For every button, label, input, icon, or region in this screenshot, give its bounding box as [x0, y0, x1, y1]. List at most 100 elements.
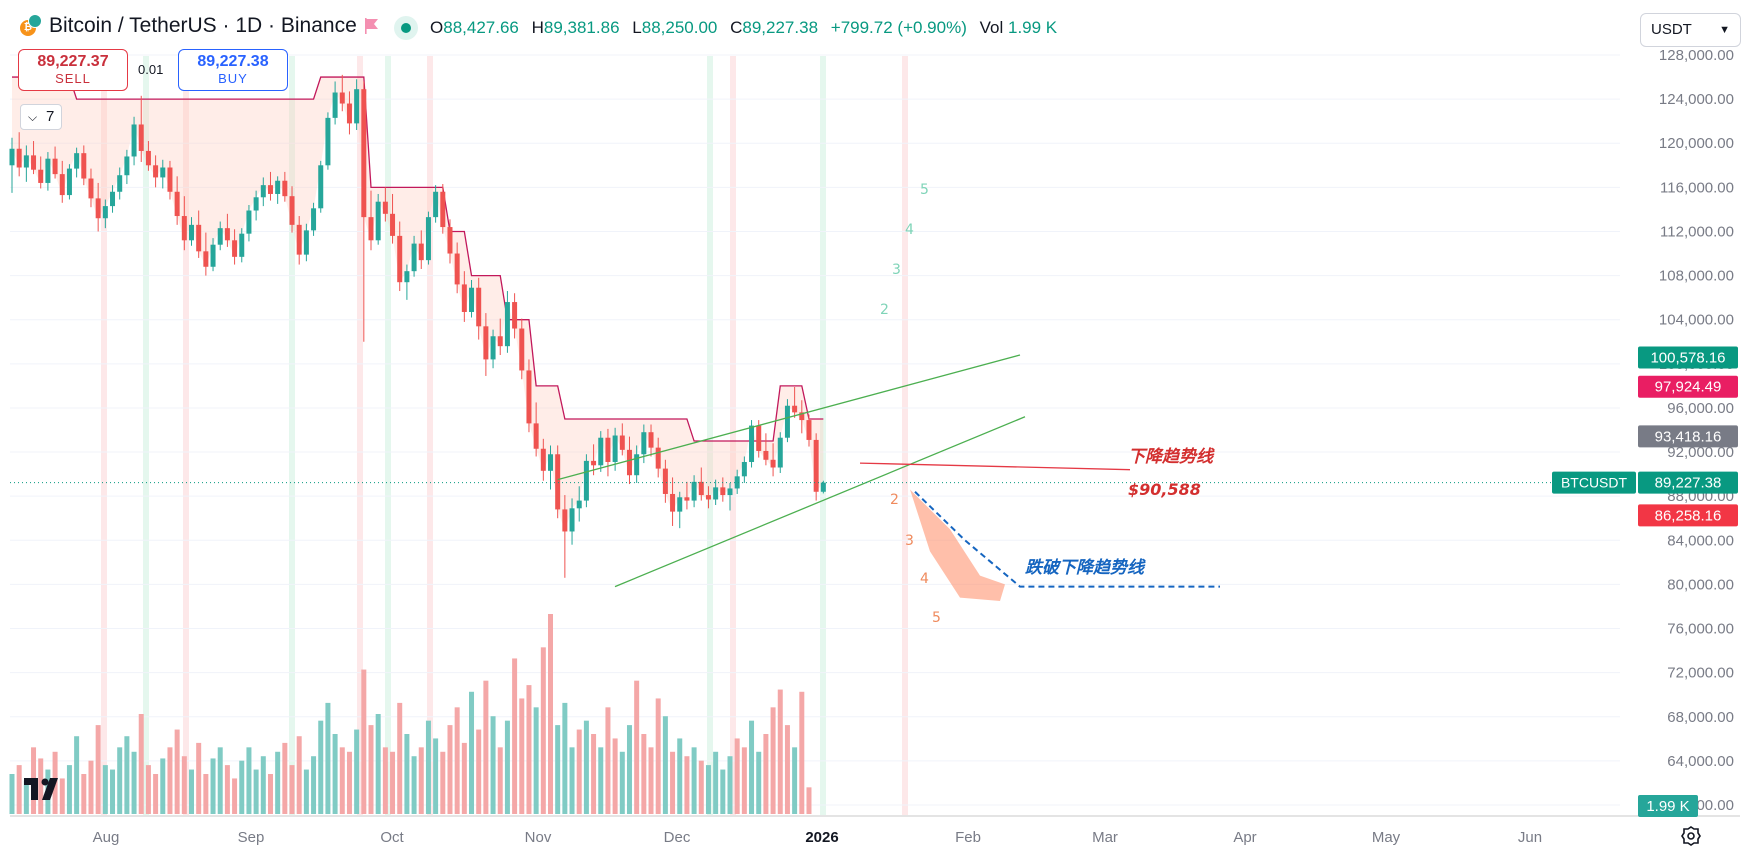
signal-band — [427, 56, 433, 815]
price-tick-label: 124,000.00 — [1659, 91, 1734, 108]
tradingview-logo-icon[interactable] — [24, 775, 64, 807]
volume-bar — [189, 769, 194, 814]
volume-bar — [203, 774, 209, 814]
volume-bar — [131, 751, 137, 814]
volume-bar — [311, 756, 317, 814]
channel-upper-line — [557, 354, 1021, 481]
candle-body — [504, 302, 510, 347]
price-tick-label: 80,000.00 — [1667, 576, 1734, 593]
volume-bar — [102, 765, 108, 814]
time-tick-label: Apr — [1233, 829, 1256, 846]
settings-gear-icon[interactable] — [1681, 826, 1701, 846]
candle-body — [698, 481, 704, 496]
candle-body — [9, 148, 15, 166]
volume-bar — [38, 758, 44, 814]
volume-bar — [296, 736, 302, 814]
sell-price: 89,227.37 — [37, 53, 109, 70]
downtrend-price: $90,588 — [1128, 480, 1201, 499]
candle-body — [189, 224, 194, 241]
price-tick-label: 116,000.00 — [1660, 179, 1734, 196]
volume-bar — [282, 742, 288, 814]
volume-bar — [332, 734, 338, 814]
price-tag — [1638, 425, 1738, 448]
volume-bar — [497, 747, 503, 814]
volume-bar — [461, 742, 467, 814]
candle-body — [641, 432, 647, 455]
volume-bar — [404, 734, 410, 814]
volume-bar — [562, 702, 568, 814]
trend-cloud — [12, 76, 824, 532]
currency-select[interactable]: USDT ▼ — [1640, 13, 1741, 47]
candle-body — [662, 468, 668, 494]
volume-bar — [390, 751, 396, 814]
volume-bar — [698, 760, 704, 814]
volume-bar — [569, 747, 575, 814]
volume-bar — [591, 734, 597, 814]
volume-bar — [74, 736, 80, 814]
price-tick-label: 108,000.00 — [1659, 268, 1734, 285]
candle-body — [763, 450, 769, 460]
volume-bar — [160, 758, 166, 814]
candle-body — [239, 233, 245, 257]
volume-bar — [476, 729, 482, 814]
wave-down-number: 2 — [890, 492, 899, 508]
signal-band — [289, 56, 295, 815]
volume-bar — [677, 738, 683, 814]
price-labels: 100,578.16 97,924.49 93,418.16 89,227.38 BTC… — [1552, 346, 1738, 817]
volume-bar — [483, 680, 489, 814]
volume-bar — [670, 751, 676, 814]
candle-body — [38, 169, 44, 183]
candle-body — [555, 454, 561, 510]
time-axis: Aug Sep Oct Nov Dec 2026 Feb Mar Apr May Jun — [93, 829, 1542, 846]
candle-body — [303, 230, 309, 255]
sell-button[interactable]: 89,227.37 SELL — [18, 49, 128, 91]
volume-bar — [576, 729, 582, 814]
low-value: 88,250.00 — [641, 18, 718, 37]
price-tick-label: 68,000.00 — [1667, 709, 1734, 726]
candle-body — [548, 454, 553, 471]
volume-bar — [346, 751, 352, 814]
volume-bar — [81, 774, 87, 814]
indicators-toggle[interactable]: ⌵ 7 — [20, 104, 62, 130]
volume-bar — [181, 756, 187, 814]
wave-up-number: 4 — [905, 222, 914, 238]
volume-bar — [641, 734, 647, 814]
volume-bar — [655, 698, 661, 814]
candle-body — [519, 328, 525, 371]
volume-bar — [619, 751, 625, 814]
volume-bar — [741, 747, 747, 814]
wave-up-number: 2 — [880, 302, 889, 318]
volume-bar — [526, 685, 532, 814]
symbol-title[interactable]: Bitcoin / TetherUS · 1D · Binance — [49, 14, 357, 37]
wave-down-number: 5 — [932, 610, 941, 626]
wave-down-number: 4 — [920, 571, 929, 587]
candle-body — [784, 405, 790, 438]
candle-body — [792, 405, 798, 413]
candle-body — [59, 174, 65, 196]
market-status-icon[interactable] — [394, 16, 418, 40]
buy-button[interactable]: 89,227.38 BUY — [178, 49, 288, 91]
volume-bar — [512, 658, 518, 814]
flag-icon[interactable] — [365, 18, 379, 34]
candle-body — [74, 153, 80, 169]
candle-body — [45, 158, 51, 183]
candle-body — [820, 482, 826, 492]
candle-body — [382, 201, 388, 214]
price-tick-label: 96,000.00 — [1667, 400, 1734, 417]
volume-bar — [23, 780, 29, 814]
candle-body — [153, 165, 159, 178]
volume-bar — [662, 716, 668, 814]
indicator-count: 7 — [46, 108, 55, 125]
candle-body — [124, 156, 130, 176]
signal-band — [902, 56, 908, 815]
volume-bar — [325, 702, 331, 814]
candle-body — [598, 437, 604, 466]
volume-bar — [648, 747, 654, 814]
volume-bar — [138, 714, 144, 814]
candle-body — [720, 487, 726, 496]
time-tick-label: Dec — [664, 829, 691, 846]
volume-bar — [504, 720, 510, 814]
volume-bar — [59, 778, 65, 814]
candle-body — [325, 117, 331, 166]
